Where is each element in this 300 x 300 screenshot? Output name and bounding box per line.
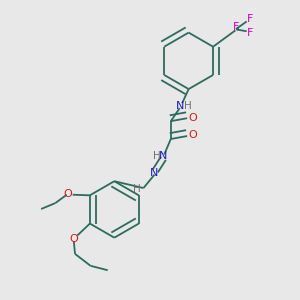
Text: H: H — [153, 151, 161, 161]
Text: O: O — [64, 189, 73, 199]
Text: F: F — [247, 28, 253, 38]
Text: N: N — [176, 101, 184, 111]
Text: N: N — [150, 168, 159, 178]
Text: O: O — [188, 112, 197, 123]
Text: O: O — [188, 130, 197, 140]
Text: F: F — [233, 22, 239, 32]
Text: O: O — [70, 234, 78, 244]
Text: F: F — [247, 14, 253, 24]
Text: N: N — [159, 151, 168, 161]
Text: H: H — [184, 101, 191, 111]
Text: H: H — [133, 184, 141, 194]
